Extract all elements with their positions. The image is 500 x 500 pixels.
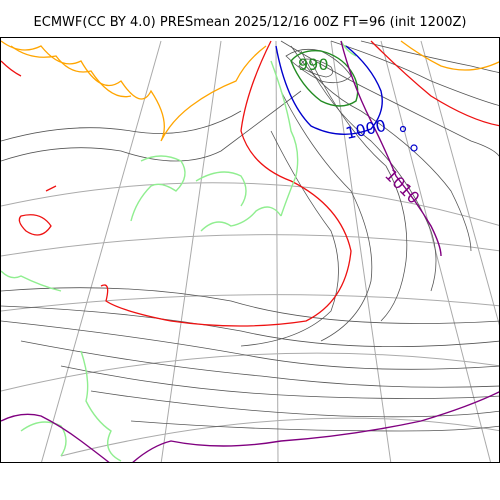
map-panel: 990 1000 1010: [0, 37, 500, 463]
map-title: ECMWF(CC BY 4.0) PRESmean 2025/12/16 00Z…: [33, 15, 467, 30]
latitude-line: [1, 234, 499, 257]
longitude-line: [330, 40, 392, 462]
contour-1000-small-circle: [410, 144, 418, 152]
contour-990-line: [290, 50, 359, 107]
contour-label-1000: 1000: [344, 116, 388, 143]
pressure-map: 990 1000 1010: [1, 40, 499, 462]
latitude-line: [1, 294, 499, 312]
contour-1000-line: [275, 45, 383, 135]
contour-1000-small-circle: [399, 125, 407, 133]
latitude-line: [60, 417, 499, 457]
red-contours: [1, 40, 499, 327]
latitude-line: [1, 352, 499, 392]
longitude-line: [420, 40, 499, 326]
coastlines: [1, 40, 357, 462]
contour-label-990: 990: [298, 55, 329, 74]
contour-1010-lines: [1, 40, 499, 462]
longitude-line: [160, 40, 222, 462]
longitude-line: [41, 40, 162, 462]
longitude-line: [275, 40, 279, 462]
orange-contours: [1, 40, 499, 142]
graticule: [1, 40, 499, 462]
isobars: [1, 40, 499, 432]
latitude-line: [1, 182, 499, 226]
